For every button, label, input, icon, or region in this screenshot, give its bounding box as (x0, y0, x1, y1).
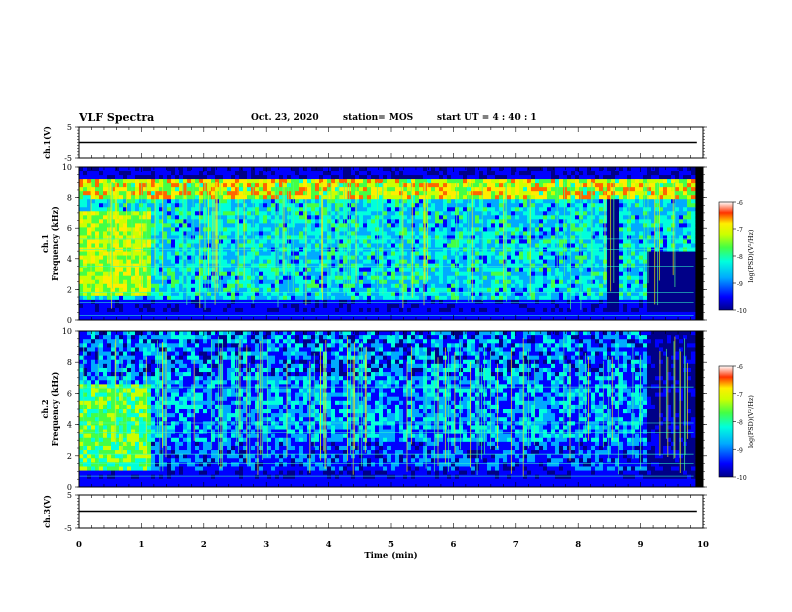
colorbar-tick-label: -7 (737, 227, 743, 234)
chart-title: VLF Spectra (79, 111, 155, 124)
y-axis-label: Frequency (kHz) (50, 371, 60, 446)
panel-ch3-waveform: 5 -5 ch.3(V) 0 1 2 3 4 5 6 7 8 9 10 Time (min) (42, 491, 709, 561)
colorbar-1: -6 -7 -8 -9 -10 log(PSD)(V²/Hz) (718, 200, 755, 315)
x-tick-label: 5 (388, 540, 394, 550)
y-axis-label: ch.1 (40, 234, 50, 253)
y-axis-label: ch.2 (40, 399, 50, 418)
y-tick-label: -5 (64, 524, 72, 533)
y-tick-label: 8 (67, 194, 72, 203)
colorbar-label: log(PSD)(V²/Hz) (747, 229, 755, 282)
colorbar-tick-label: -6 (737, 200, 743, 207)
colorbar-tick-label: -6 (737, 364, 743, 371)
colorbar-tick-label: -10 (737, 308, 747, 315)
spectrogram-image (79, 331, 703, 488)
colorbar-label: log(PSD)(V²/Hz) (747, 395, 755, 448)
y-tick-label: 5 (67, 491, 72, 500)
x-tick-label: 9 (638, 540, 644, 550)
x-tick-label: 0 (76, 540, 82, 550)
x-tick-label: 10 (697, 540, 709, 550)
spectrogram-image (79, 167, 703, 321)
panel-ch1-spectrogram: 0 2 4 6 8 10 ch.1 Frequency (kHz) (40, 163, 707, 325)
y-tick-label: 10 (62, 327, 72, 336)
x-tick-label: 3 (263, 540, 269, 550)
y-tick-label: 2 (67, 285, 72, 294)
y-tick-label: 4 (67, 421, 72, 430)
y-tick-label: 0 (67, 316, 72, 325)
y-tick-label: 0 (67, 483, 72, 492)
y-tick-label: 6 (67, 389, 72, 398)
x-tick-label: 2 (201, 540, 207, 550)
colorbar-tick-label: -8 (737, 420, 743, 427)
y-tick-label: 2 (67, 452, 72, 461)
x-tick-label: 1 (138, 540, 144, 550)
panel-ch1-waveform: 5 -5 ch.1(V) (42, 123, 707, 163)
y-tick-label: 6 (67, 224, 72, 233)
x-tick-label: 7 (513, 540, 519, 550)
colorbar-gradient (718, 201, 734, 311)
colorbar-tick-label: -9 (737, 447, 743, 454)
x-tick-label: 6 (450, 540, 456, 550)
colorbar-2: -6 -7 -8 -9 -10 log(PSD)(V²/Hz) (718, 364, 755, 482)
y-tick-label: 10 (62, 163, 72, 172)
y-tick-label: 4 (67, 255, 72, 264)
colorbar-tick-label: -9 (737, 281, 743, 288)
colorbar-gradient (718, 365, 734, 478)
x-tick-label: 4 (326, 540, 332, 550)
y-tick-label: 8 (67, 358, 72, 367)
start-time-label: start UT = 4 : 40 : 1 (437, 113, 537, 123)
colorbar-tick-label: -8 (737, 254, 743, 261)
y-axis-label: ch.1(V) (42, 126, 52, 159)
y-tick-label: -5 (64, 154, 72, 163)
colorbar-tick-label: -10 (737, 475, 747, 482)
panel-ch2-spectrogram: 0 2 4 6 8 10 ch.2 Frequency (kHz) (40, 327, 707, 492)
colorbar-tick-label: -7 (737, 392, 743, 399)
y-axis-label: ch.3(V) (42, 495, 52, 528)
station-label: station= MOS (343, 113, 414, 123)
x-axis-label: Time (min) (364, 550, 417, 561)
y-axis-label: Frequency (kHz) (50, 206, 60, 281)
y-tick-label: 5 (67, 123, 72, 132)
x-tick-label: 8 (575, 540, 581, 550)
date-label: Oct. 23, 2020 (251, 113, 319, 123)
